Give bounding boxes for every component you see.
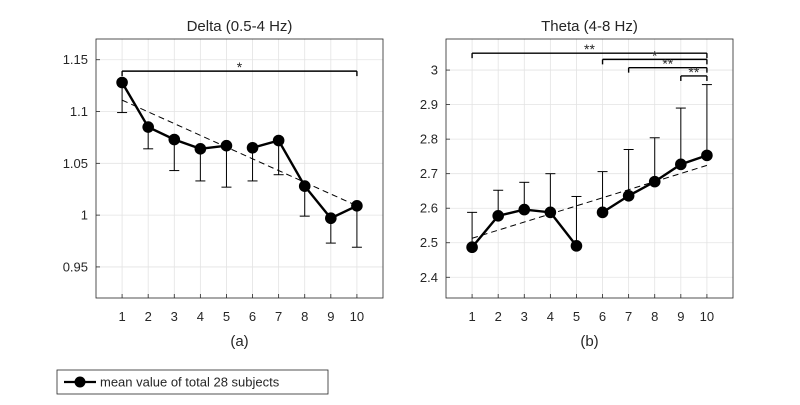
x-tick-label: 2 bbox=[495, 309, 502, 324]
axes-frame bbox=[445, 38, 734, 299]
x-tick-label: 4 bbox=[197, 309, 204, 324]
data-point bbox=[675, 158, 687, 171]
y-tick-label: 1.15 bbox=[63, 52, 88, 67]
data-point bbox=[492, 210, 504, 222]
data-point bbox=[142, 121, 154, 133]
legend-label: mean value of total 28 subjects bbox=[100, 375, 280, 390]
data-point bbox=[116, 76, 128, 89]
x-tick-label: 4 bbox=[547, 309, 554, 324]
x-tick-label: 7 bbox=[275, 309, 282, 324]
trend-line bbox=[471, 164, 708, 239]
y-tick-label: 2.6 bbox=[420, 201, 438, 216]
data-point bbox=[168, 133, 181, 146]
data-point bbox=[272, 134, 285, 147]
data-point bbox=[351, 199, 363, 212]
data-point bbox=[220, 139, 233, 152]
x-tick-label: 7 bbox=[625, 309, 632, 324]
data-point bbox=[622, 189, 635, 202]
y-tick-label: 2.5 bbox=[420, 235, 438, 250]
y-tick-label: 2.8 bbox=[420, 132, 438, 147]
y-tick-label: 1.1 bbox=[70, 104, 88, 119]
y-tick-label: 1 bbox=[81, 208, 88, 223]
plot-area bbox=[446, 39, 733, 298]
data-point bbox=[570, 240, 583, 252]
delta-chart: 1 2 3 4 5 6 7 8 9 10 0.95 1 1.05 1.1 1.15 Delta (0.5-4 … bbox=[63, 18, 384, 350]
y-tick-label: 2.4 bbox=[420, 270, 438, 285]
x-tick-label: 10 bbox=[700, 309, 714, 324]
x-tick-label: 5 bbox=[223, 309, 230, 324]
x-tick-label: 3 bbox=[171, 309, 178, 324]
x-tick-label: 3 bbox=[521, 309, 528, 324]
chart-title: Theta (4-8 Hz) bbox=[541, 18, 638, 35]
trend-line bbox=[121, 99, 358, 207]
x-tick-label: 6 bbox=[249, 309, 256, 324]
data-point bbox=[194, 143, 207, 155]
significance-label: ** bbox=[688, 64, 699, 80]
plot-area bbox=[96, 39, 383, 298]
significance-label: * bbox=[237, 59, 243, 75]
x-tick-label: 6 bbox=[599, 309, 606, 324]
data-point bbox=[518, 203, 531, 216]
data-point bbox=[648, 175, 661, 188]
x-tick-label: 1 bbox=[468, 309, 475, 324]
x-tick-label: 8 bbox=[651, 309, 658, 324]
legend-box bbox=[56, 369, 329, 395]
x-tick-label: 9 bbox=[677, 309, 684, 324]
y-tick-label: 0.95 bbox=[63, 259, 88, 274]
significance-label: ** bbox=[662, 56, 673, 72]
theta-chart: 1 2 3 4 5 6 7 8 9 10 2.4 2.5 2.6 2.7 2.8 2.9 3 Theta (4-8… bbox=[420, 18, 734, 350]
data-point bbox=[544, 206, 557, 219]
significance-label: ** bbox=[584, 41, 595, 57]
data-point bbox=[466, 241, 478, 254]
x-tick-label: 10 bbox=[350, 309, 364, 324]
x-tick-label: 1 bbox=[118, 309, 125, 324]
y-tick-label: 3 bbox=[431, 63, 438, 78]
x-tick-label: 2 bbox=[145, 309, 152, 324]
data-point bbox=[325, 212, 337, 225]
panel-label: (a) bbox=[230, 333, 248, 350]
x-tick-label: 8 bbox=[301, 309, 308, 324]
data-point bbox=[246, 141, 259, 154]
axes-frame bbox=[95, 38, 384, 299]
data-point bbox=[701, 149, 713, 162]
y-tick-label: 2.7 bbox=[420, 166, 438, 181]
x-tick-label: 9 bbox=[327, 309, 334, 324]
data-point bbox=[298, 180, 311, 192]
data-point bbox=[596, 206, 609, 219]
x-tick-label: 5 bbox=[573, 309, 580, 324]
legend-marker bbox=[74, 376, 86, 388]
panel-label: (b) bbox=[580, 333, 598, 350]
y-tick-label: 1.05 bbox=[63, 156, 88, 171]
chart-title: Delta (0.5-4 Hz) bbox=[187, 18, 293, 35]
significance-label: * bbox=[652, 47, 658, 63]
y-tick-label: 2.9 bbox=[420, 97, 438, 112]
legend: mean value of total 28 subjects bbox=[56, 369, 329, 395]
